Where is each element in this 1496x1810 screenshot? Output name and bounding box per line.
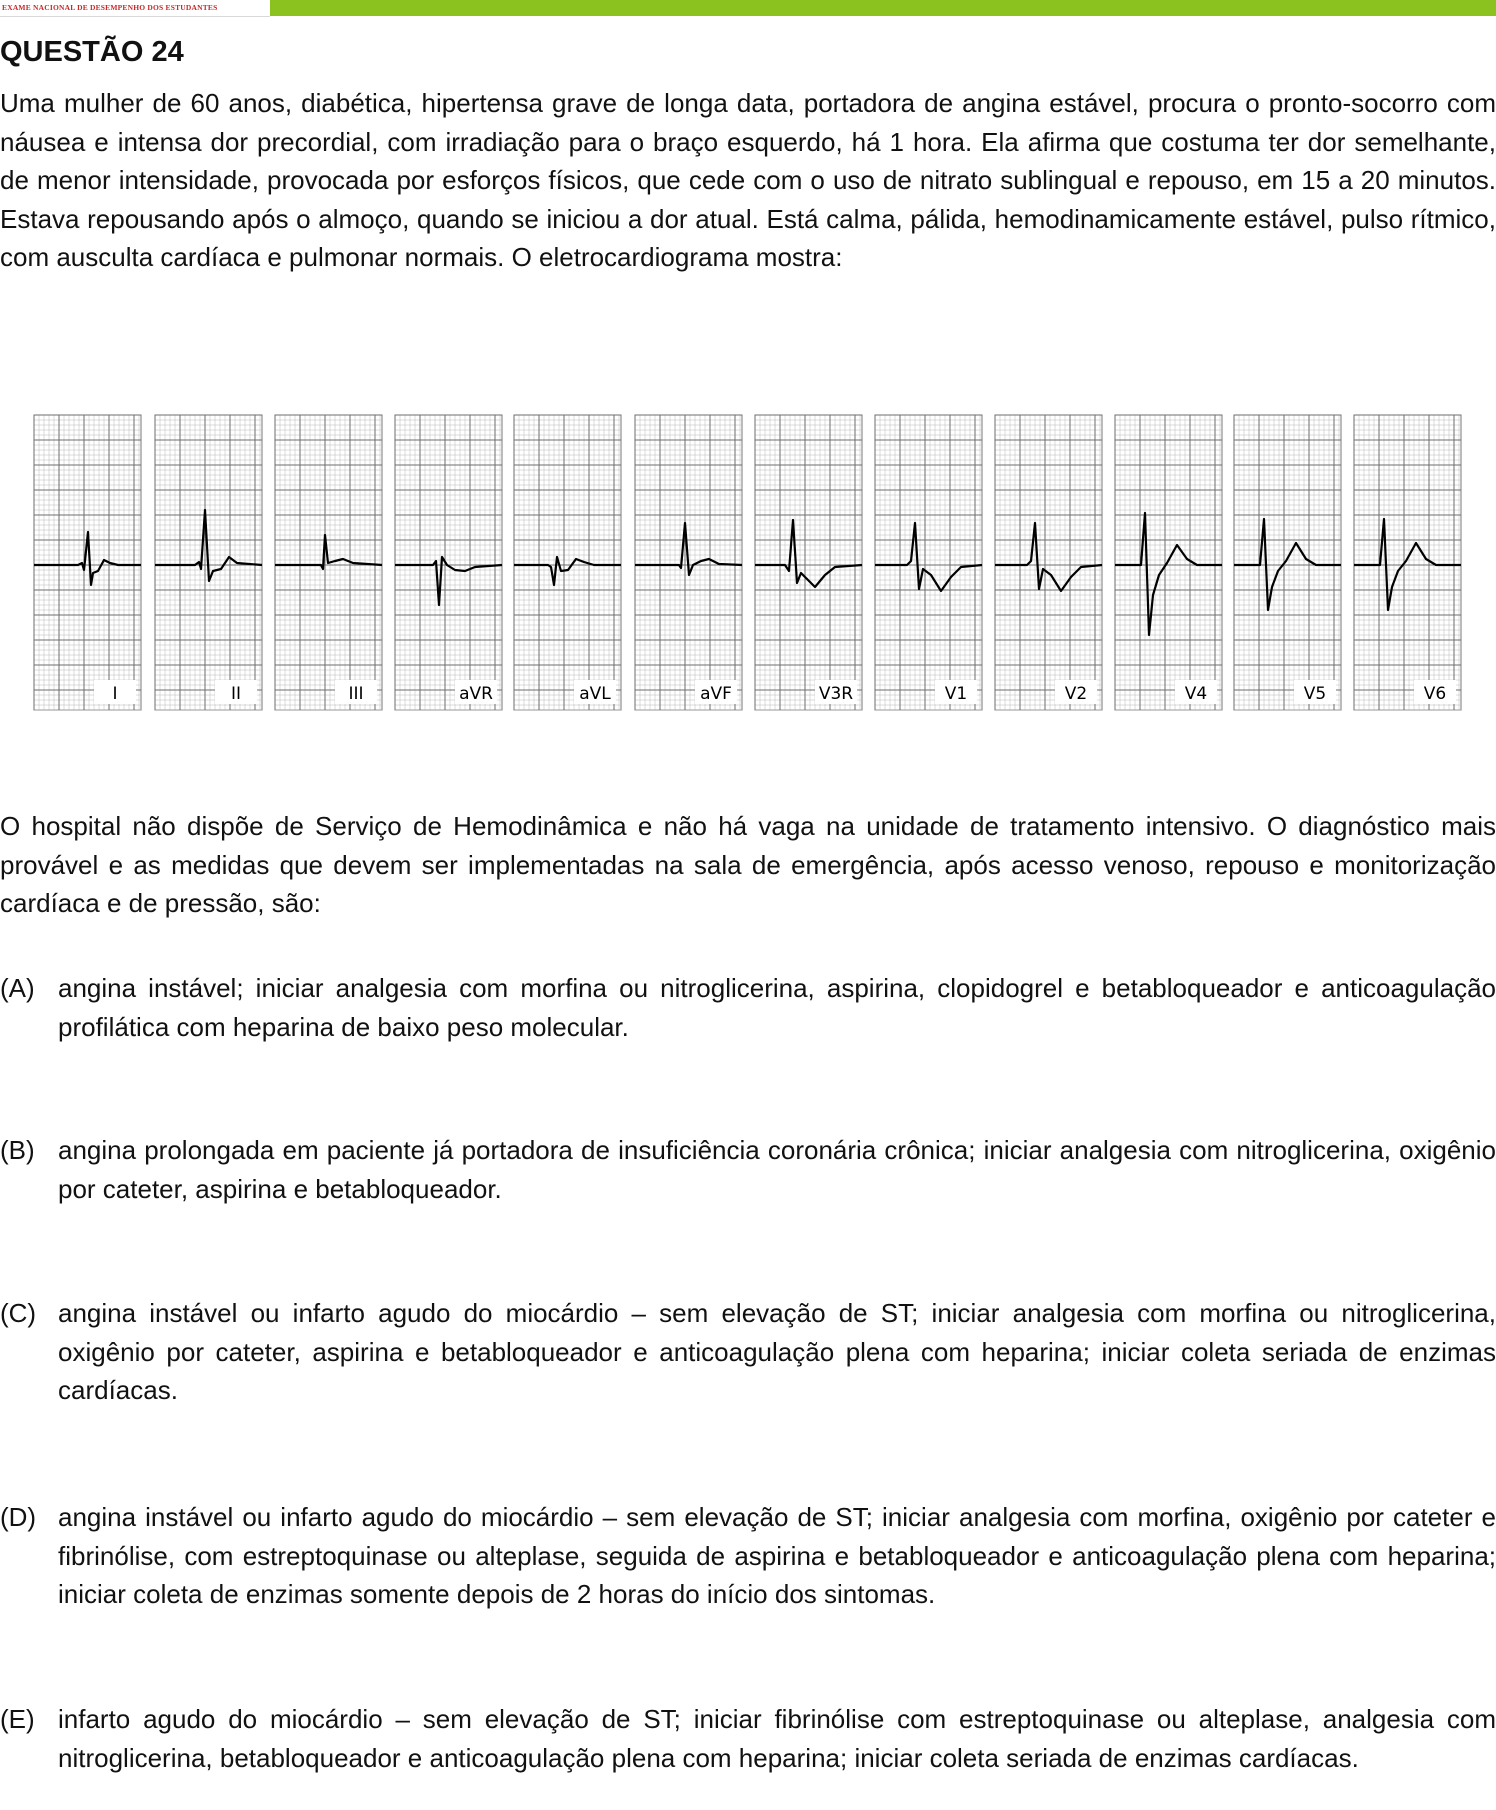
ecg-lead-label-box bbox=[335, 680, 377, 704]
ecg-lead-label-box bbox=[1414, 680, 1456, 704]
option-text: angina prolongada em paciente já portado… bbox=[58, 1135, 1496, 1204]
ecg-lead-panel: V2 bbox=[994, 414, 1103, 711]
ecg-lead-panel: V5 bbox=[1233, 414, 1342, 711]
option-letter: (B) bbox=[0, 1135, 35, 1165]
ecg-waveform bbox=[875, 521, 983, 593]
ecg-major-grid bbox=[1233, 414, 1341, 710]
ecg-paper bbox=[874, 414, 983, 711]
ecg-waveform bbox=[155, 508, 263, 583]
exam-header-bar: EXAME NACIONAL DE DESEMPENHO DOS ESTUDAN… bbox=[0, 0, 1496, 17]
ecg-lead-label-box bbox=[815, 680, 857, 704]
question-title: QUESTÃO 24 bbox=[0, 36, 184, 68]
ecg-lead-label: V1 bbox=[945, 684, 967, 704]
ecg-waveform bbox=[635, 521, 743, 577]
ecg-lead-label-box bbox=[215, 680, 257, 704]
ecg-major-grid bbox=[874, 414, 982, 710]
ecg-lead-label: aVL bbox=[579, 684, 611, 704]
ecg-paper bbox=[1233, 414, 1342, 711]
ecg-waveform bbox=[514, 555, 621, 587]
ecg-lead-panel: V3R bbox=[754, 414, 863, 711]
ecg-lead-label: V4 bbox=[1185, 684, 1207, 704]
option-text: angina instável ou infarto agudo do mioc… bbox=[58, 1502, 1496, 1609]
ecg-lead-label: I bbox=[112, 684, 117, 704]
option-d[interactable]: (D) angina instável ou infarto agudo do … bbox=[0, 1498, 1496, 1614]
option-letter: (E) bbox=[0, 1704, 35, 1734]
ecg-paper bbox=[754, 414, 863, 711]
ecg-waveform bbox=[275, 533, 383, 571]
ecg-waveform bbox=[755, 518, 863, 589]
ecg-waveform bbox=[995, 521, 1103, 593]
ecg-lead-label: II bbox=[231, 684, 241, 704]
option-b[interactable]: (B) angina prolongada em paciente já por… bbox=[0, 1131, 1496, 1208]
ecg-waveform bbox=[1234, 517, 1341, 612]
ecg-lead-panel: II bbox=[154, 414, 263, 711]
option-text: infarto agudo do miocárdio – sem elevaçã… bbox=[58, 1704, 1496, 1773]
ecg-lead-label: V6 bbox=[1424, 684, 1446, 704]
ecg-waveform bbox=[34, 530, 141, 587]
ecg-waveform bbox=[395, 555, 503, 607]
ecg-figure: I II III aVR aVL aVF V3R V1 V2 V4 V5 V6 bbox=[33, 414, 1462, 711]
ecg-lead-label-box bbox=[935, 680, 977, 704]
option-c[interactable]: (C) angina instável ou infarto agudo do … bbox=[0, 1294, 1496, 1410]
ecg-paper bbox=[513, 414, 622, 711]
ecg-paper bbox=[1353, 414, 1462, 711]
ecg-lead-label: V5 bbox=[1304, 684, 1326, 704]
ecg-major-grid bbox=[754, 414, 862, 710]
option-letter: (A) bbox=[0, 973, 35, 1003]
ecg-lead-panel: III bbox=[274, 414, 383, 711]
ecg-paper bbox=[394, 414, 503, 711]
ecg-lead-label-box bbox=[574, 680, 616, 704]
ecg-lead-panel: V1 bbox=[874, 414, 983, 711]
header-accent-bar bbox=[270, 0, 1496, 16]
ecg-lead-panel: V4 bbox=[1114, 414, 1223, 711]
ecg-lead-label-box bbox=[1294, 680, 1336, 704]
option-letter: (C) bbox=[0, 1298, 37, 1328]
ecg-lead-label: V2 bbox=[1065, 684, 1087, 704]
option-text: angina instável ou infarto agudo do mioc… bbox=[58, 1298, 1496, 1405]
ecg-lead-panel: aVF bbox=[634, 414, 743, 711]
exam-name-banner: EXAME NACIONAL DE DESEMPENHO DOS ESTUDAN… bbox=[0, 0, 270, 17]
ecg-lead-panel: aVR bbox=[394, 414, 503, 711]
ecg-lead-label: III bbox=[348, 684, 363, 704]
ecg-lead-label: V3R bbox=[819, 684, 853, 704]
question-intro: Uma mulher de 60 anos, diabética, hipert… bbox=[0, 88, 1496, 272]
ecg-lead-label-box bbox=[455, 680, 497, 704]
ecg-lead-label: aVR bbox=[459, 684, 493, 704]
ecg-lead-label: aVF bbox=[700, 684, 732, 704]
option-a[interactable]: (A) angina instável; iniciar analgesia c… bbox=[0, 969, 1496, 1046]
ecg-waveform bbox=[1115, 511, 1222, 637]
option-letter: (D) bbox=[0, 1502, 37, 1532]
ecg-lead-label-box bbox=[695, 680, 737, 704]
ecg-lead-label-box bbox=[1055, 680, 1097, 704]
option-text: angina instável; iniciar analgesia com m… bbox=[58, 973, 1496, 1042]
ecg-major-grid bbox=[1114, 414, 1222, 710]
ecg-lead-panel: V6 bbox=[1353, 414, 1462, 711]
ecg-lead-label-box bbox=[94, 680, 136, 704]
ecg-paper bbox=[33, 414, 142, 711]
exam-name: EXAME NACIONAL DE DESEMPENHO DOS ESTUDAN… bbox=[2, 3, 218, 12]
question-prompt: O hospital não dispõe de Serviço de Hemo… bbox=[0, 811, 1496, 918]
ecg-lead-panel: I bbox=[33, 414, 142, 711]
ecg-major-grid bbox=[1353, 414, 1461, 710]
ecg-lead-panel: aVL bbox=[513, 414, 622, 711]
ecg-lead-label-box bbox=[1175, 680, 1217, 704]
option-e[interactable]: (E) infarto agudo do miocárdio – sem ele… bbox=[0, 1700, 1496, 1777]
ecg-paper bbox=[994, 414, 1103, 711]
ecg-major-grid bbox=[994, 414, 1102, 710]
ecg-waveform bbox=[1354, 517, 1461, 612]
